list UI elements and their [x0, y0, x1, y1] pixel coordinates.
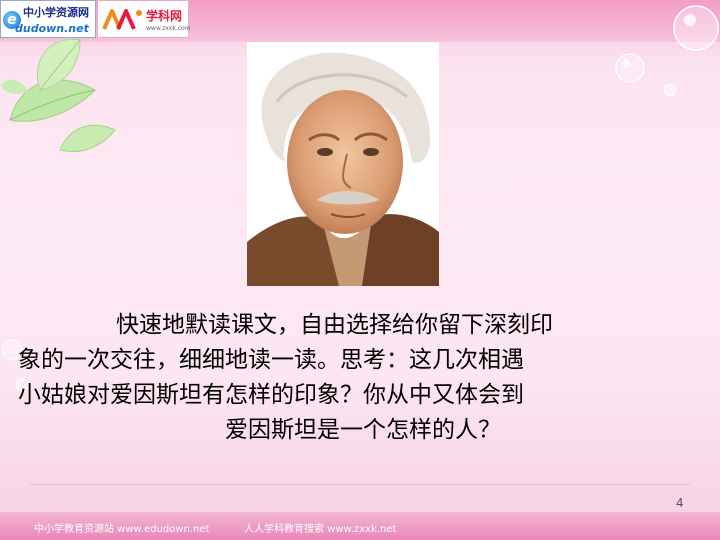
page-number: 4 [676, 496, 684, 510]
portrait-photo [247, 42, 439, 286]
portrait-photo-icon [247, 42, 439, 286]
logo-e-icon: e [3, 11, 21, 29]
leaf-decoration-icon [0, 38, 116, 153]
site-logo-left[interactable]: e 中小学资源网 dudown.net [0, 0, 96, 38]
bubble-decoration-icon [1, 339, 29, 392]
bubble-decoration-icon [615, 5, 719, 97]
paragraph-line-1: 快速地默读课文，自由选择给你留下深刻印 [116, 312, 553, 338]
logo-right-title: 学科网 [146, 9, 183, 23]
footer-right-text[interactable]: 人人学科教育搜索 www.zxxk.net [244, 524, 397, 535]
logo-left-sub: dudown.net [15, 22, 89, 35]
site-logo-right[interactable]: 学科网 www.zxxk.com [97, 0, 191, 38]
bottom-band [0, 512, 720, 540]
instruction-paragraph: 快速地默读课文，自由选择给你留下深刻印 象的一次交往，细细地读一读。思考：这几次… [18, 308, 708, 448]
logo-left-title: 中小学资源网 [23, 6, 89, 19]
paragraph-line-3: 小姑娘对爱因斯坦有怎样的印象？你从中又体会到 [18, 382, 524, 408]
paragraph-line-4: 爱因斯坦是一个怎样的人？ [225, 417, 501, 443]
divider [30, 484, 690, 485]
logo-mark-icon [102, 9, 142, 30]
footer-left-text[interactable]: 中小学教育资源站 www.edudown.net [34, 524, 210, 535]
paragraph-line-2: 象的一次交往，细细地读一读。思考：这几次相遇 [18, 347, 524, 373]
logo-right-sub: www.zxxk.com [146, 25, 191, 32]
